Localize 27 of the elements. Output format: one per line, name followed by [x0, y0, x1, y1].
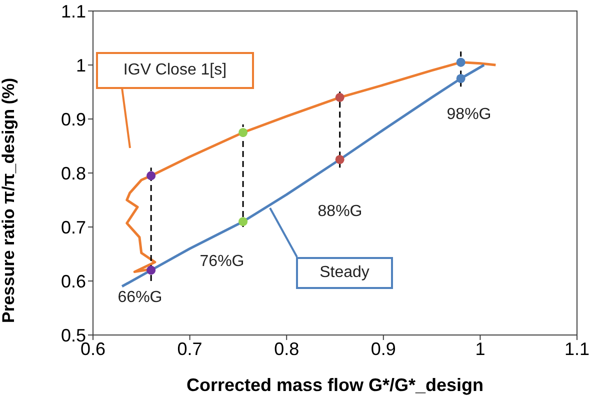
point — [335, 92, 344, 102]
x-tick-label: 1.1 — [564, 338, 590, 359]
point — [238, 217, 248, 226]
point — [238, 128, 248, 138]
y-tick-label: 0.8 — [60, 163, 86, 184]
y-axis-title: Pressure ratio π/π_design (%) — [0, 78, 18, 323]
x-tick-label: 0.7 — [177, 338, 202, 359]
y-tick-label: 1 — [76, 55, 86, 76]
x-tick-label: 0.9 — [370, 338, 396, 359]
x-tick-label: 1 — [475, 338, 486, 359]
point — [456, 74, 466, 84]
text: Steady — [320, 264, 370, 282]
point — [146, 171, 156, 180]
annotation: 98%G — [446, 106, 492, 124]
y-tick-label: 0.9 — [60, 109, 86, 130]
point — [335, 154, 344, 164]
text: IGV Close 1[s] — [123, 62, 227, 79]
x-tick-label: 0.8 — [274, 338, 300, 359]
annotation: 66%G — [118, 289, 162, 306]
y-tick-label: 0.7 — [60, 217, 86, 238]
x-axis-title: Corrected mass flow G*/G*_design — [186, 375, 484, 395]
y-tick-label: 0.6 — [60, 271, 86, 292]
annotation: 76%G — [200, 253, 244, 270]
annotation: 88%G — [318, 203, 362, 220]
point — [456, 58, 466, 67]
y-tick-label: 1.1 — [60, 1, 86, 22]
point — [146, 266, 156, 275]
